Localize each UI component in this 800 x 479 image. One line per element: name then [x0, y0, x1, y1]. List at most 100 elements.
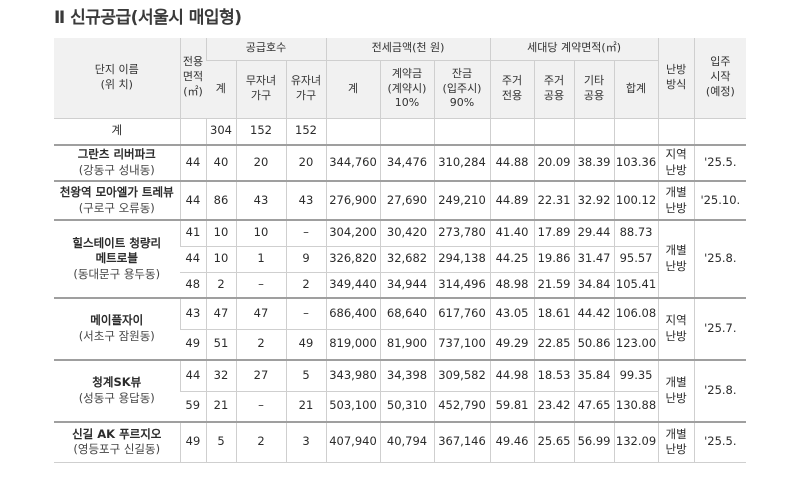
total-row: 계 304 152 152: [54, 117, 747, 146]
contract-fee-cell: 50,310: [379, 391, 434, 423]
with-child-cell: 43: [285, 180, 326, 221]
res-common-cell: 20.09: [533, 144, 575, 182]
section-title: Ⅱ 신규공급(서울시 매입형): [54, 8, 242, 28]
complex-name: 힐스테이트 청량리: [72, 235, 162, 250]
area-sum-cell: 105.41: [613, 272, 659, 299]
heating-cell: 개별 난방: [657, 421, 695, 463]
supply-total-cell: 2: [205, 272, 236, 299]
balance-cell: 314,496: [433, 272, 491, 299]
area-cell: 49: [179, 421, 206, 463]
move-in-cell: '25.7.: [693, 297, 747, 361]
res-common-cell: 21.59: [533, 272, 575, 299]
balance-cell: 294,138: [433, 246, 491, 273]
table-row: 힐스테이트 청량리 메트로블 (동대문구 용두동) 41 10 10–304,200 30,…: [54, 219, 747, 299]
balance-cell: 617,760: [433, 297, 491, 330]
complex-name-cell: 그란츠 리버파크 (강동구 성내동): [54, 144, 180, 182]
complex-name-line2: 메트로블: [95, 251, 138, 266]
deposit-total-cell: 276,900: [325, 180, 380, 221]
other-common-cell: 31.47: [573, 246, 615, 273]
supply-total-cell: 32: [205, 359, 236, 392]
no-child-cell: –: [235, 272, 286, 299]
move-in-cell: '25.5.: [693, 421, 747, 463]
contract-fee-cell: 34,398: [379, 359, 434, 392]
header-other-common: 기타 공용: [573, 60, 615, 119]
contract-fee-cell: 40,794: [379, 421, 434, 463]
heating-cell: 개별 난방: [657, 219, 695, 299]
with-child-cell: 21: [285, 391, 326, 423]
header-supply: 공급호수: [205, 38, 326, 61]
other-common-cell: 34.84: [573, 272, 615, 299]
other-common-cell: 35.84: [573, 359, 615, 392]
with-child-cell: 2: [285, 272, 326, 299]
other-common-cell: 50.86: [573, 329, 615, 361]
header-deposit-total: 계: [325, 60, 380, 119]
res-exclusive-cell: 49.29: [489, 329, 535, 361]
area-cell: 41: [179, 219, 206, 247]
total-label: 계: [54, 117, 180, 146]
supply-total-cell: 10: [205, 219, 236, 247]
header-area: 전용 면적 (㎡): [179, 38, 206, 119]
balance-cell: 249,210: [433, 180, 491, 221]
complex-name: 메이플자이: [90, 313, 144, 328]
header-res-exclusive: 주거 전용: [489, 60, 535, 119]
balance-cell: 452,790: [433, 391, 491, 423]
other-common-cell: 47.65: [573, 391, 615, 423]
supply-total-cell: 10: [205, 246, 236, 273]
area-sum-cell: 130.88: [613, 391, 659, 423]
table-header: 단지 이름 (위 치) 전용 면적 (㎡) 공급호수 전세금액(천 원) 세대당 계약…: [54, 38, 747, 119]
area-sum-cell: 106.08: [613, 297, 659, 330]
supply-total-cell: 47: [205, 297, 236, 330]
move-in-cell: '25.8.: [693, 219, 747, 299]
deposit-total-cell: 343,980: [325, 359, 380, 392]
no-child-cell: 2: [235, 329, 286, 361]
header-contract-area: 세대당 계약면적(㎡): [489, 38, 659, 61]
contract-fee-cell: 81,900: [379, 329, 434, 361]
with-child-cell: 9: [285, 246, 326, 273]
supply-total-cell: 86: [205, 180, 236, 221]
res-common-cell: 17.89: [533, 219, 575, 247]
header-res-common: 주거 공용: [533, 60, 575, 119]
no-child-cell: 10: [235, 219, 286, 247]
header-no-child: 무자녀 가구: [235, 60, 286, 119]
res-common-cell: 25.65: [533, 421, 575, 463]
no-child-cell: 47: [235, 297, 286, 330]
other-common-cell: 56.99: [573, 421, 615, 463]
move-in-cell: '25.10.: [693, 180, 747, 221]
complex-name: 그란츠 리버파크: [77, 147, 156, 162]
area-sum-cell: 100.12: [613, 180, 659, 221]
complex-name-cell: 청계SK뷰 (성동구 용답동): [54, 359, 180, 423]
contract-fee-cell: 68,640: [379, 297, 434, 330]
table-row: 청계SK뷰 (성동구 용답동) 44 32 27 5 343,980 34,398 309,58…: [54, 359, 747, 423]
other-common-cell: 29.44: [573, 219, 615, 247]
complex-location: (성동구 용답동): [78, 391, 155, 405]
complex-name: 천왕역 모아엘가 트레뷰: [59, 184, 174, 199]
header-heating: 난방 방식: [657, 38, 695, 119]
deposit-total-cell: 503,100: [325, 391, 380, 423]
no-child-cell: 20: [235, 144, 286, 182]
contract-fee-cell: 27,690: [379, 180, 434, 221]
area-sum-cell: 103.36: [613, 144, 659, 182]
complex-location: (동대문구 용두동): [73, 266, 161, 281]
res-common-cell: 22.85: [533, 329, 575, 361]
complex-name: 청계SK뷰: [92, 375, 142, 390]
area-sum-cell: 88.73: [613, 219, 659, 247]
area-sum-cell: 132.09: [613, 421, 659, 463]
res-exclusive-cell: 49.46: [489, 421, 535, 463]
deposit-total-cell: 326,820: [325, 246, 380, 273]
complex-name: 신길 AK 푸르지오: [72, 426, 162, 441]
res-common-cell: 23.42: [533, 391, 575, 423]
area-cell: 43: [179, 297, 206, 330]
res-exclusive-cell: 44.89: [489, 180, 535, 221]
res-common-cell: 18.61: [533, 297, 575, 330]
res-exclusive-cell: 48.98: [489, 272, 535, 299]
total-no-child: 152: [235, 117, 286, 146]
complex-name-cell: 천왕역 모아엘가 트레뷰 (구로구 오류동): [54, 180, 180, 221]
area-sum-cell: 95.57: [613, 246, 659, 273]
other-common-cell: 32.92: [573, 180, 615, 221]
total-area: [179, 117, 206, 146]
no-child-cell: 43: [235, 180, 286, 221]
area-cell: 44: [180, 246, 206, 273]
no-child-cell: 1: [235, 246, 286, 273]
complex-name-cell: 힐스테이트 청량리 메트로블 (동대문구 용두동): [54, 219, 180, 299]
with-child-cell: 20: [285, 144, 326, 182]
